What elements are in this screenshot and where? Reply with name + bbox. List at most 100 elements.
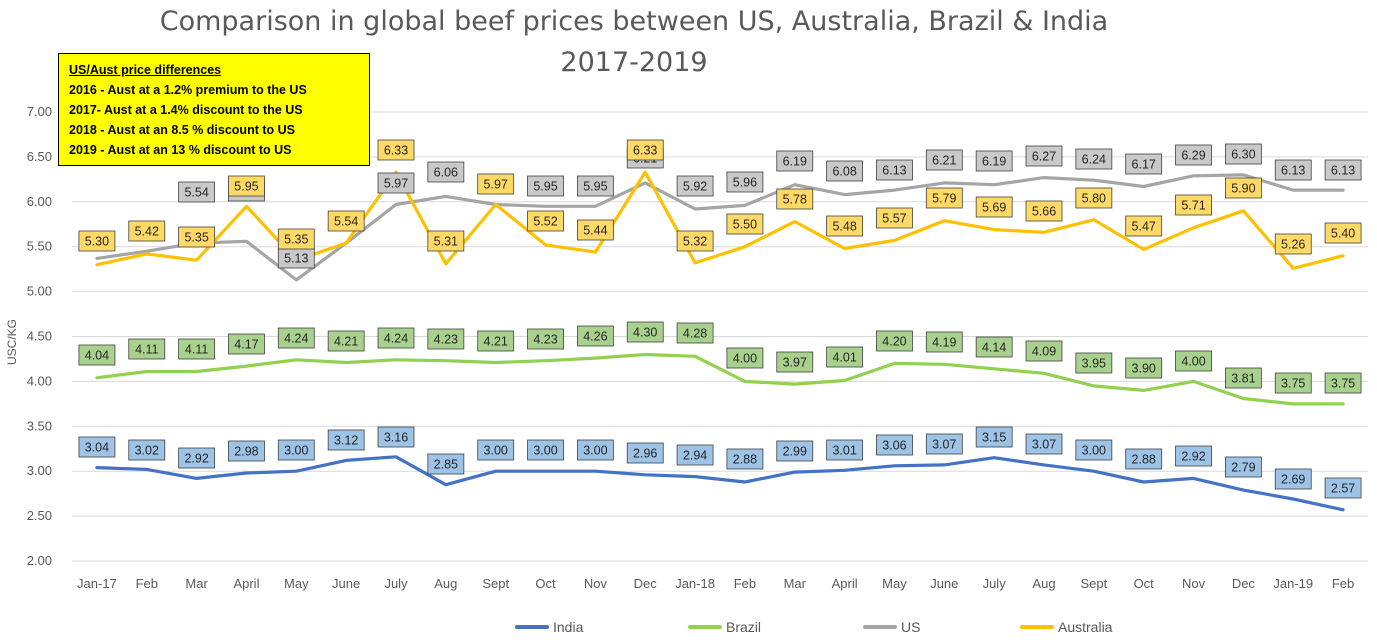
data-label-box bbox=[1175, 350, 1212, 372]
data-label: 5.47 bbox=[1132, 220, 1156, 234]
data-label: 6.17 bbox=[1132, 158, 1156, 172]
data-label: 3.15 bbox=[982, 431, 1006, 445]
data-label: 6.24 bbox=[1082, 153, 1106, 167]
data-label: 6.29 bbox=[1181, 149, 1205, 163]
data-label: 5.35 bbox=[284, 233, 308, 247]
x-tick-label: Sept bbox=[482, 576, 509, 591]
data-label-box bbox=[78, 230, 116, 252]
legend-label: US bbox=[901, 619, 921, 635]
data-label: 6.08 bbox=[832, 165, 856, 179]
data-label: 3.16 bbox=[384, 431, 408, 445]
data-label: 5.31 bbox=[434, 235, 458, 249]
note-line: 2016 - Aust at a 1.2% premium to the US bbox=[69, 83, 307, 97]
data-label-box bbox=[427, 328, 465, 350]
data-label-box bbox=[975, 150, 1013, 172]
data-label-box bbox=[1274, 233, 1312, 255]
data-label-box bbox=[1025, 145, 1063, 167]
data-label: 5.90 bbox=[1231, 182, 1255, 196]
data-label-box bbox=[327, 429, 365, 451]
y-tick-label: 3.00 bbox=[27, 463, 52, 478]
data-label: 2.69 bbox=[1281, 473, 1305, 487]
x-tick-label: July bbox=[384, 576, 408, 591]
x-tick-label: Jan-19 bbox=[1273, 576, 1313, 591]
data-label: 4.11 bbox=[135, 343, 158, 357]
data-label: 3.90 bbox=[1132, 362, 1156, 376]
data-label: 4.00 bbox=[733, 352, 757, 366]
legend-swatch-us bbox=[863, 625, 897, 629]
y-tick-label: 4.50 bbox=[27, 329, 52, 344]
data-label: 6.33 bbox=[633, 144, 657, 158]
data-label: 5.35 bbox=[184, 231, 208, 245]
data-label: 2.88 bbox=[1132, 453, 1156, 467]
data-label: 5.95 bbox=[533, 180, 557, 194]
data-label-box bbox=[178, 181, 216, 203]
data-label-box bbox=[626, 321, 664, 343]
data-label-box bbox=[876, 207, 913, 229]
data-label: 5.78 bbox=[783, 193, 807, 207]
data-label: 3.02 bbox=[135, 444, 159, 458]
chart-legend: India Brazil US Australia bbox=[0, 619, 1377, 639]
data-label-box bbox=[377, 172, 415, 194]
data-label-box bbox=[626, 442, 664, 464]
data-label: 3.75 bbox=[1281, 377, 1305, 391]
data-label: 5.44 bbox=[583, 224, 607, 238]
legend-label: India bbox=[553, 619, 584, 635]
data-label-box bbox=[1025, 340, 1063, 362]
chart-title: Comparison in global beef prices between… bbox=[159, 6, 1109, 37]
data-label: 4.23 bbox=[434, 333, 458, 347]
x-tick-label: Dec bbox=[634, 576, 658, 591]
data-label-box bbox=[1324, 372, 1362, 394]
data-label-box bbox=[228, 333, 265, 355]
data-label-box bbox=[975, 336, 1013, 358]
data-label: 2.57 bbox=[1331, 482, 1355, 496]
note-line: 2018 - Aust at an 8.5 % discount to US bbox=[69, 123, 295, 137]
data-label: 5.48 bbox=[832, 220, 856, 234]
data-label-box bbox=[1324, 159, 1362, 181]
data-label: 5.66 bbox=[1032, 205, 1056, 219]
x-tick-label: Sept bbox=[1080, 576, 1107, 591]
data-label-box bbox=[1175, 194, 1212, 216]
data-label-box bbox=[1075, 352, 1113, 374]
data-label-box bbox=[676, 444, 714, 466]
data-label-box bbox=[1175, 445, 1212, 467]
y-axis-label: USC/KG bbox=[5, 319, 19, 365]
x-tick-label: April bbox=[233, 576, 259, 591]
data-label-box bbox=[676, 230, 714, 252]
x-tick-label: Feb bbox=[734, 576, 756, 591]
data-label-box bbox=[277, 439, 315, 461]
data-label-box bbox=[427, 161, 465, 183]
x-tick-label: Jan-18 bbox=[675, 576, 715, 591]
data-label: 4.23 bbox=[533, 333, 557, 347]
data-label: 6.13 bbox=[1331, 164, 1355, 178]
data-label-box bbox=[1025, 433, 1063, 455]
data-label-box bbox=[925, 187, 963, 209]
note-line: 2017- Aust at a 1.4% discount to the US bbox=[69, 103, 303, 117]
data-label-box bbox=[726, 171, 764, 193]
data-label-box bbox=[78, 436, 116, 458]
data-label-box bbox=[228, 175, 265, 197]
series-line-us bbox=[95, 173, 1345, 282]
data-label: 4.14 bbox=[982, 341, 1006, 355]
data-label: 4.20 bbox=[882, 335, 906, 349]
data-label-box bbox=[726, 347, 764, 369]
data-label: 6.30 bbox=[1231, 148, 1255, 162]
y-tick-label: 4.00 bbox=[27, 373, 52, 388]
data-label-box bbox=[1125, 215, 1163, 237]
chart-subtitle: 2017-2019 bbox=[560, 47, 708, 78]
data-label-box bbox=[1175, 144, 1212, 166]
data-label: 5.71 bbox=[1181, 199, 1205, 213]
data-label: 6.06 bbox=[434, 166, 458, 180]
data-label: 3.00 bbox=[533, 444, 557, 458]
data-label: 2.92 bbox=[184, 452, 208, 466]
x-tick-label: Feb bbox=[1332, 576, 1354, 591]
legend-swatch-australia bbox=[1020, 625, 1054, 629]
data-label-box bbox=[377, 327, 415, 349]
data-label: 5.52 bbox=[533, 215, 557, 229]
data-labels: 5.545.565.135.976.065.955.956.215.925.96… bbox=[78, 139, 1362, 499]
data-label: 5.50 bbox=[733, 218, 757, 232]
x-tick-label: Dec bbox=[1232, 576, 1256, 591]
data-label-box bbox=[1125, 448, 1163, 470]
data-label-box bbox=[626, 139, 664, 161]
data-label: 5.13 bbox=[284, 252, 308, 266]
data-label: 4.21 bbox=[334, 335, 358, 349]
